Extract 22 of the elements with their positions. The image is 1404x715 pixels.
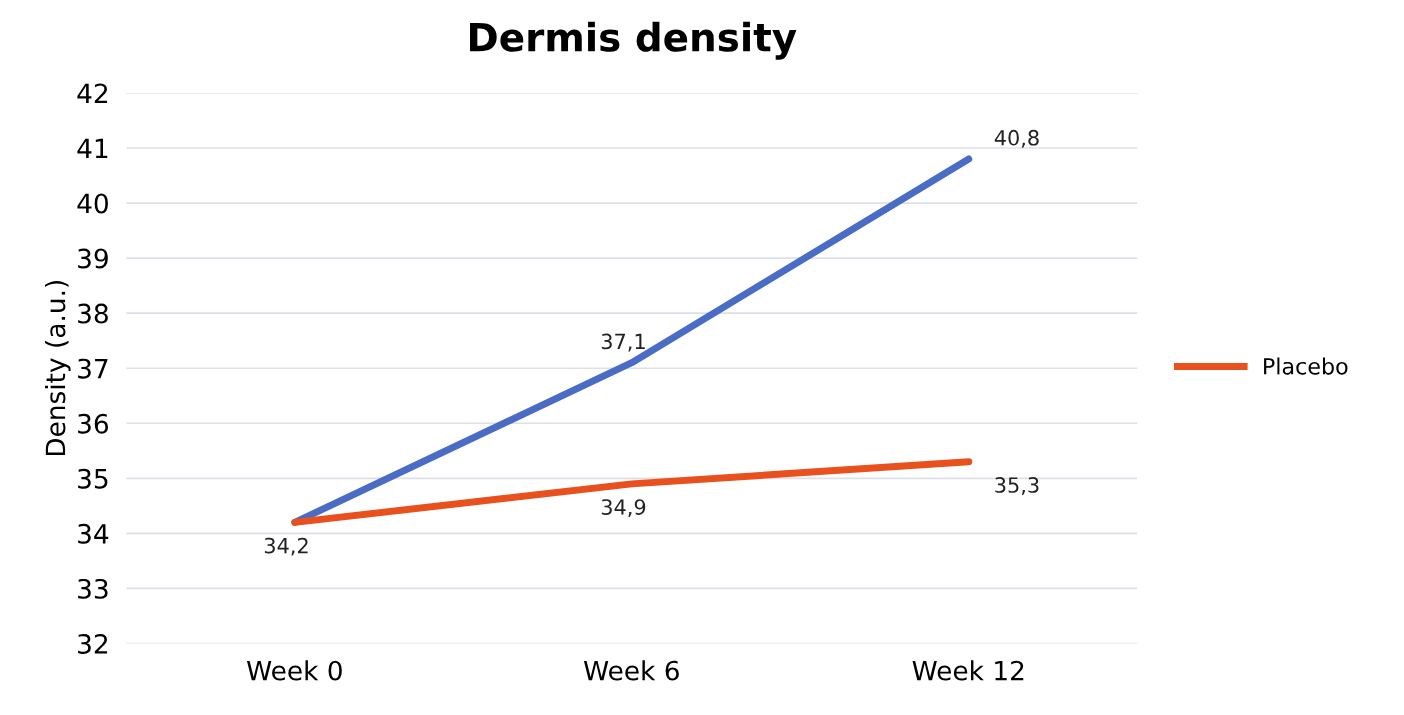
y-tick-label: 41 — [77, 138, 108, 159]
y-tick-label: 33 — [78, 578, 108, 599]
data-label: 34,9 — [601, 499, 646, 518]
y-tick-label: 38 — [78, 303, 108, 324]
y-tick-label: 42 — [77, 83, 108, 103]
data-label: 40,8 — [994, 129, 1039, 148]
y-tick-label: 37 — [78, 358, 108, 379]
chart-title: Dermis density — [470, 21, 797, 60]
data-label: 34,2 — [264, 537, 308, 556]
data-label: 37,1 — [601, 333, 645, 352]
y-tick-label: 35 — [78, 468, 108, 489]
legend-label: Placebo — [1264, 357, 1348, 375]
data-label: 35,3 — [995, 477, 1039, 495]
x-tick-label: Week 6 — [583, 660, 679, 681]
y-tick-label: 34 — [78, 523, 109, 544]
y-tick-label: 40 — [77, 193, 108, 214]
y-tick-label: 36 — [78, 413, 109, 434]
y-tick-label: 39 — [78, 248, 108, 269]
x-tick-label: Week 12 — [912, 660, 1024, 681]
x-tick-label: Week 0 — [246, 660, 342, 681]
y-axis-title: Density (a.u.) — [45, 281, 71, 456]
y-tick-label: 32 — [78, 633, 108, 654]
